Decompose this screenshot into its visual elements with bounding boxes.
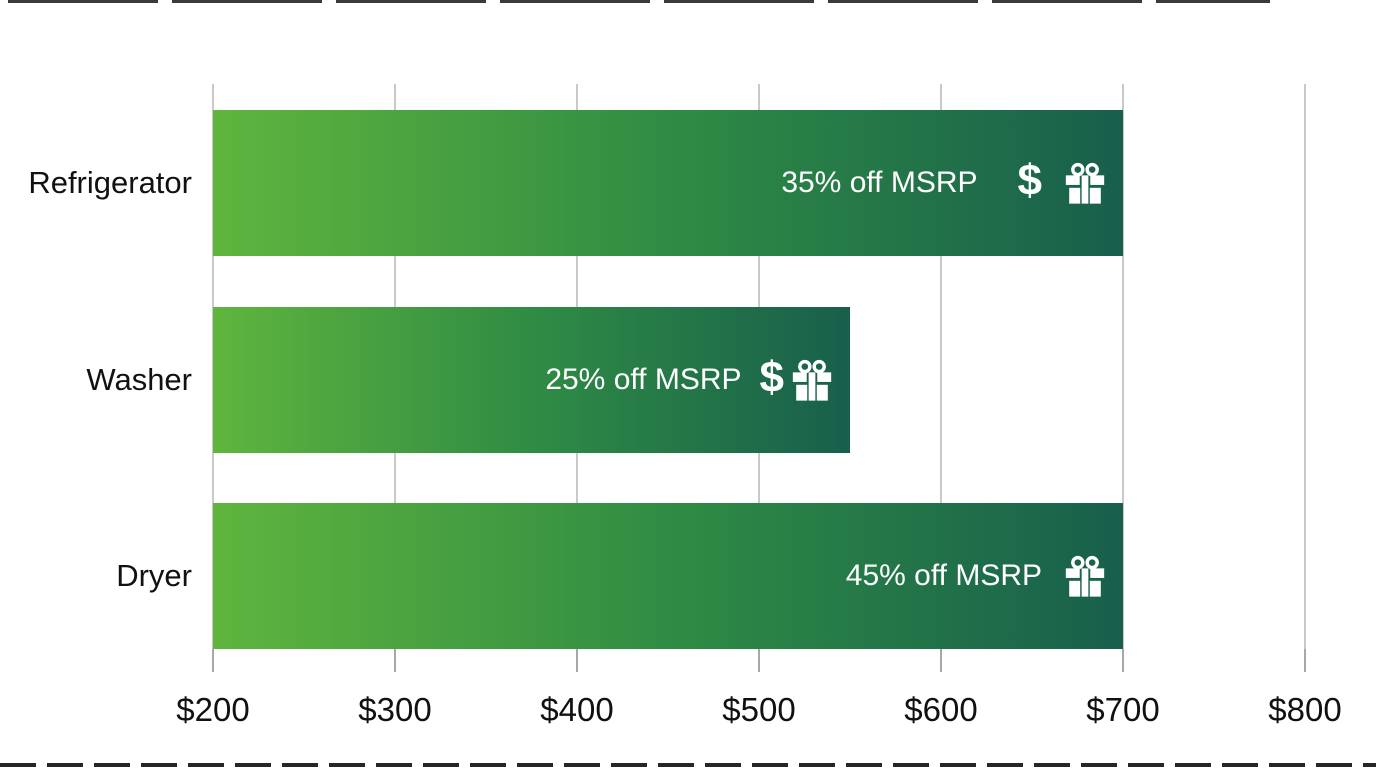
axis-tick-$500: [758, 649, 760, 672]
dollar-sign-icon: $: [759, 353, 784, 402]
bar-refrigerator: 35% off MSRP $: [213, 110, 1123, 256]
axis-tick-$200: [212, 649, 214, 672]
axis-tick-$600: [940, 649, 942, 672]
x-tick-label: $800: [1268, 691, 1342, 728]
x-tick-label: $300: [358, 691, 432, 728]
axis-tick-$800: [1304, 649, 1306, 672]
axis-tick-$400: [576, 649, 578, 672]
torn-bottom-edge: [0, 763, 1376, 767]
gridline-$800: [1304, 84, 1306, 656]
category-label-refrigerator: Refrigerator: [28, 165, 192, 200]
axis-tick-$300: [394, 649, 396, 672]
bar-value-label: 35% off MSRP: [781, 166, 978, 199]
axis-tick-$700: [1122, 649, 1124, 672]
gridline-$600: [940, 84, 942, 656]
x-tick-label: $500: [722, 691, 796, 728]
gift-icon: [1062, 553, 1108, 600]
gridline-$700: [1122, 84, 1124, 656]
torn-top-edge: [8, 0, 1270, 3]
bar-value-label: 25% off MSRP: [545, 363, 742, 396]
x-tick-label: $200: [176, 691, 250, 728]
gift-icon: [789, 357, 835, 404]
bar-washer: 25% off MSRP $: [213, 307, 850, 453]
x-tick-label: $400: [540, 691, 614, 728]
bar-dryer: 45% off MSRP: [213, 503, 1123, 649]
x-tick-label: $700: [1086, 691, 1160, 728]
category-label-washer: Washer: [86, 362, 192, 397]
bar-value-label: 45% off MSRP: [845, 559, 1042, 592]
gift-icon: [1062, 160, 1108, 207]
x-tick-label: $600: [904, 691, 978, 728]
category-label-dryer: Dryer: [116, 558, 192, 593]
dollar-sign-icon: $: [1017, 156, 1042, 205]
